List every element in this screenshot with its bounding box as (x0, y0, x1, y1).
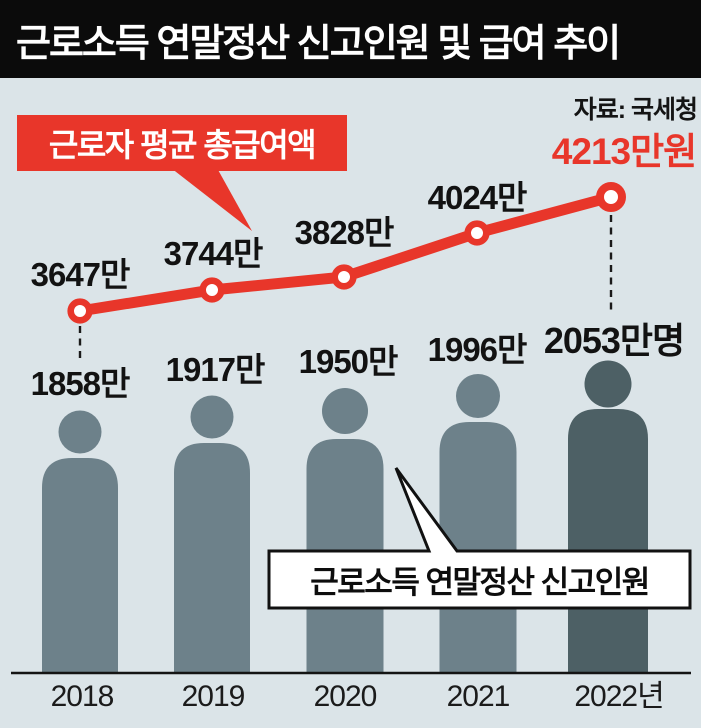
data-point-marker (67, 298, 93, 324)
salary-callout-tail (171, 168, 252, 231)
worker-figure-head (584, 360, 632, 408)
year-label: 2021 (446, 680, 511, 713)
source-label: 자료: 국세청 (573, 96, 698, 124)
salary-value-label: 4213만원 (551, 131, 697, 172)
worker-figure-body (568, 409, 648, 673)
year-label: 2020 (313, 680, 378, 713)
salary-callout-box: 근로자 평균 총급여액 (17, 115, 347, 171)
worker-figure-body (42, 458, 118, 673)
filers-value-label: 1858만 (30, 365, 131, 402)
data-point-marker (331, 264, 357, 290)
filers-callout-label: 근로소득 연말정산 신고인원 (310, 565, 650, 600)
filers-value-label: 2053만명 (543, 320, 685, 361)
data-point-marker (464, 220, 490, 246)
year-label: 2018 (50, 680, 115, 713)
worker-figure-head (322, 388, 368, 434)
year-label: 2019 (181, 680, 246, 713)
salary-value-label: 3647만 (30, 256, 131, 293)
salary-value-label: 4024만 (427, 179, 528, 216)
filers-value-label: 1917만 (165, 351, 266, 388)
filers-callout-box (267, 467, 692, 610)
year-label: 2022년 (574, 680, 664, 713)
data-point-marker (596, 182, 626, 212)
worker-figure-head (58, 410, 102, 454)
page-title: 근로소득 연말정산 신고인원 및 급여 추이 (16, 22, 621, 65)
worker-figure-head (190, 395, 234, 439)
filers-value-label: 1950만 (298, 343, 399, 380)
salary-value-label: 3744만 (163, 235, 264, 272)
data-point-marker (199, 277, 225, 303)
worker-figure-body (439, 422, 517, 673)
worker-figure-head (456, 374, 500, 418)
salary-value-label: 3828만 (294, 214, 395, 251)
worker-figure-body (174, 443, 250, 673)
title-bar: 근로소득 연말정산 신고인원 및 급여 추이 (0, 0, 701, 78)
filers-value-label: 1996만 (427, 331, 528, 368)
salary-callout-label: 근로자 평균 총급여액 (48, 127, 317, 163)
